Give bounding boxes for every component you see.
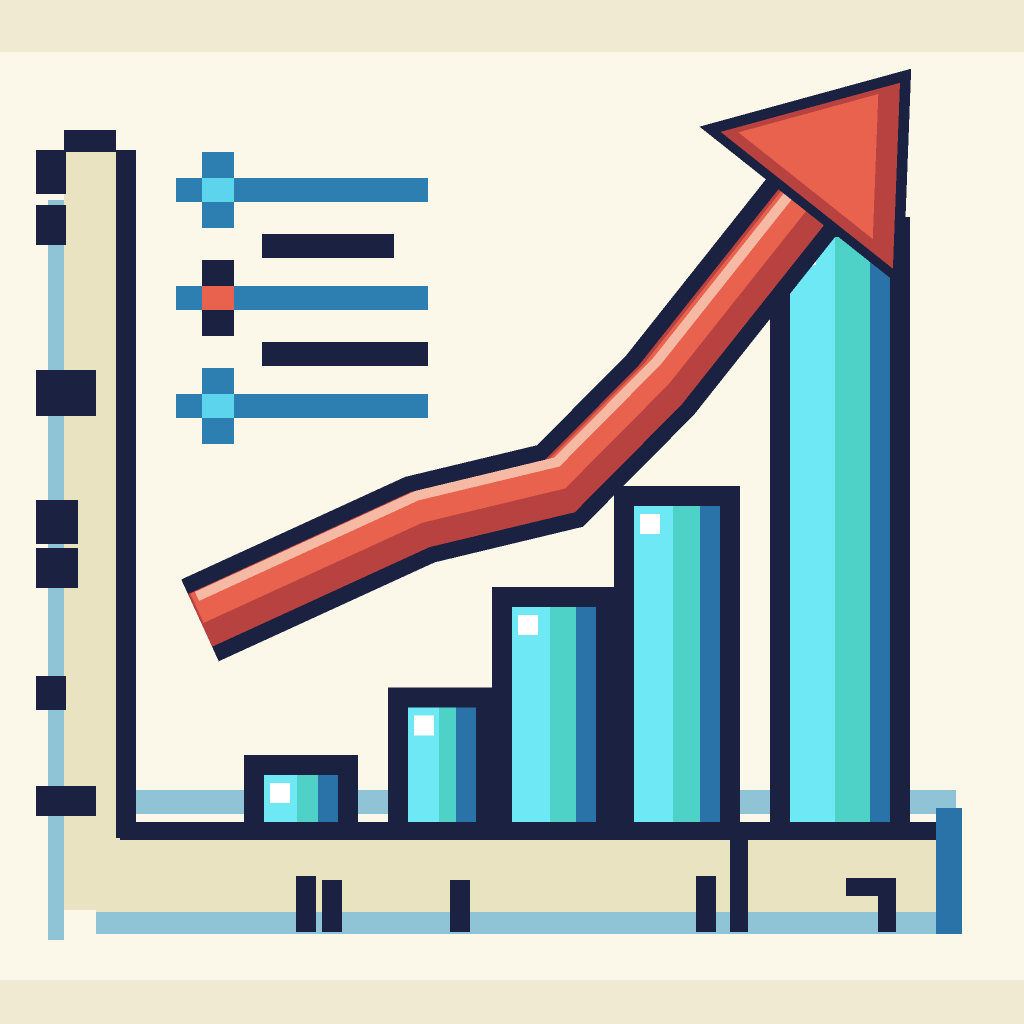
x-axis-line: [120, 822, 956, 840]
y-axis-cap: [64, 130, 116, 152]
legend: [176, 152, 428, 444]
bar-shine: [640, 514, 660, 534]
x-tick: [296, 876, 316, 932]
legend-entry: [176, 260, 428, 366]
x-tick: [450, 880, 470, 932]
bar: [614, 486, 740, 822]
bar-series: [244, 217, 910, 822]
y-axis-spine: [116, 150, 136, 910]
bar-shade-side: [700, 506, 720, 822]
bar: [770, 217, 910, 822]
trend-series: [181, 68, 912, 662]
y-tick: [36, 548, 78, 588]
square-marker-icon: [202, 286, 234, 310]
y-axis: [36, 130, 136, 940]
bar-shade-side: [456, 707, 476, 822]
x-axis-shadow: [936, 808, 962, 934]
bar-shine: [414, 715, 434, 736]
x-tick: [696, 876, 716, 932]
bar-shine: [518, 614, 538, 635]
x-tick: [878, 878, 896, 932]
y-tick: [36, 205, 66, 245]
trend-line-highlight: [194, 173, 808, 601]
frame-bottom-band: [0, 980, 1024, 1024]
trend-line-fill: [190, 178, 817, 623]
y-tick: [36, 370, 96, 416]
bar-light-side: [512, 606, 550, 822]
bar: [492, 586, 616, 822]
frame-top-band: [0, 0, 1024, 52]
legend-entry: [176, 368, 428, 444]
bar-shade-side: [576, 606, 596, 822]
x-tick: [322, 880, 342, 932]
x-axis-edge: [96, 912, 956, 934]
square-marker-icon: [202, 178, 234, 202]
legend-label-bar: [262, 234, 394, 258]
legend-label-bar: [262, 342, 428, 366]
bar-shade-side: [318, 774, 338, 822]
y-tick: [36, 676, 66, 710]
y-tick: [36, 786, 96, 816]
x-axis-band: [96, 838, 956, 912]
y-tick: [36, 150, 66, 194]
bar-shade-side: [870, 237, 890, 822]
arrow-head-fill: [738, 94, 879, 240]
bar: [244, 754, 358, 822]
y-tick: [36, 500, 78, 544]
bar-light-side: [790, 237, 835, 822]
bar-shine: [270, 782, 290, 803]
bar: [388, 687, 496, 822]
square-marker-icon: [202, 394, 234, 418]
legend-entry: [176, 152, 428, 258]
bar-light-side: [634, 506, 673, 822]
x-tick: [730, 840, 748, 932]
